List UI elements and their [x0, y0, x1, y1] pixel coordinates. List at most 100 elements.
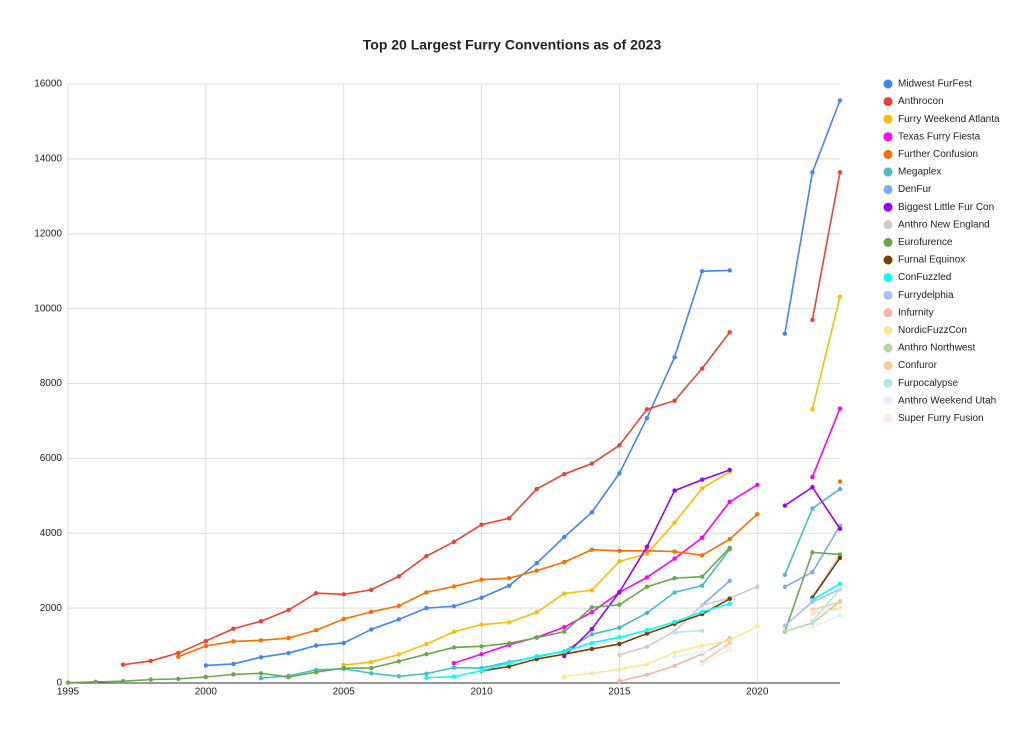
data-point	[837, 479, 843, 484]
data-point	[727, 537, 732, 542]
data-point	[231, 672, 236, 677]
data-point	[451, 665, 457, 670]
data-point	[699, 574, 705, 579]
data-point	[534, 486, 539, 492]
series-line	[811, 408, 841, 478]
legend-label: Midwest FurFest	[898, 79, 972, 90]
legend-marker	[883, 290, 893, 300]
data-point	[617, 559, 622, 564]
data-point	[672, 355, 677, 360]
data-point	[644, 575, 650, 580]
data-point	[727, 467, 732, 473]
data-point	[93, 679, 98, 685]
legend-label: Eurofurence	[898, 237, 953, 248]
data-point	[699, 535, 705, 540]
legend-marker	[883, 185, 893, 195]
data-point	[396, 659, 402, 664]
series-line	[811, 172, 841, 321]
series-line	[619, 637, 731, 682]
data-point	[65, 680, 71, 685]
data-point	[562, 559, 567, 565]
series-line	[426, 602, 730, 679]
legend-marker	[883, 237, 893, 247]
legend-label: Furry Weekend Atlanta	[898, 114, 1000, 125]
y-tick-label: 12000	[34, 228, 62, 239]
data-point	[589, 626, 595, 632]
data-point	[672, 630, 677, 635]
legend-marker	[883, 308, 893, 318]
data-point	[727, 578, 732, 583]
series-line	[205, 269, 730, 667]
data-point	[672, 549, 677, 554]
data-point	[479, 668, 484, 673]
legend-marker	[883, 325, 893, 335]
data-point	[810, 550, 815, 555]
data-point	[534, 568, 539, 573]
data-point	[286, 635, 291, 641]
data-point	[506, 516, 512, 521]
data-point	[506, 641, 512, 646]
data-point	[837, 607, 843, 613]
data-point	[203, 643, 209, 649]
series-line	[701, 648, 731, 665]
data-point	[258, 671, 264, 676]
data-point	[258, 675, 264, 681]
data-point	[782, 331, 788, 336]
data-point	[148, 658, 153, 664]
data-point	[837, 581, 843, 586]
data-point	[699, 609, 705, 615]
data-point	[699, 662, 705, 667]
data-point	[810, 317, 815, 323]
data-point	[396, 652, 402, 657]
data-point	[589, 510, 595, 515]
data-point	[672, 520, 677, 525]
data-point	[617, 641, 622, 647]
legend-label: Anthro Northwest	[898, 343, 975, 354]
data-point	[782, 623, 788, 628]
data-point	[837, 98, 843, 103]
legend-marker	[883, 132, 893, 142]
data-point	[479, 622, 484, 627]
data-point	[672, 650, 677, 655]
data-point	[451, 584, 457, 589]
data-point	[479, 577, 484, 582]
data-point	[562, 629, 567, 634]
data-point	[258, 619, 264, 624]
data-point	[699, 583, 705, 588]
series-line	[812, 614, 841, 628]
data-point	[672, 556, 677, 561]
data-point	[313, 590, 319, 596]
legend-marker	[883, 202, 893, 212]
data-point	[562, 625, 567, 630]
series-line	[123, 331, 731, 666]
data-point	[424, 605, 429, 611]
data-point	[341, 592, 346, 597]
data-point	[589, 587, 595, 593]
data-point	[396, 617, 402, 622]
legend-marker	[883, 255, 893, 265]
series-line	[481, 598, 731, 672]
data-point	[672, 619, 677, 625]
data-point	[755, 624, 760, 629]
data-point	[617, 678, 622, 684]
data-point	[810, 599, 815, 604]
data-point	[837, 552, 843, 557]
data-point	[424, 651, 429, 657]
data-point	[341, 665, 346, 671]
data-point	[727, 330, 732, 335]
data-point	[699, 486, 705, 491]
data-point	[534, 610, 539, 615]
data-point	[369, 671, 374, 676]
series-line	[701, 580, 731, 606]
data-point	[424, 553, 429, 559]
legend-label: Megaplex	[898, 167, 941, 178]
data-point	[644, 672, 650, 677]
data-point	[699, 477, 705, 482]
data-point	[313, 628, 319, 633]
series-line	[811, 557, 841, 599]
data-point	[617, 548, 622, 554]
data-point	[589, 646, 595, 652]
data-point	[589, 605, 595, 610]
data-point	[396, 574, 402, 579]
legend-marker	[883, 149, 893, 159]
